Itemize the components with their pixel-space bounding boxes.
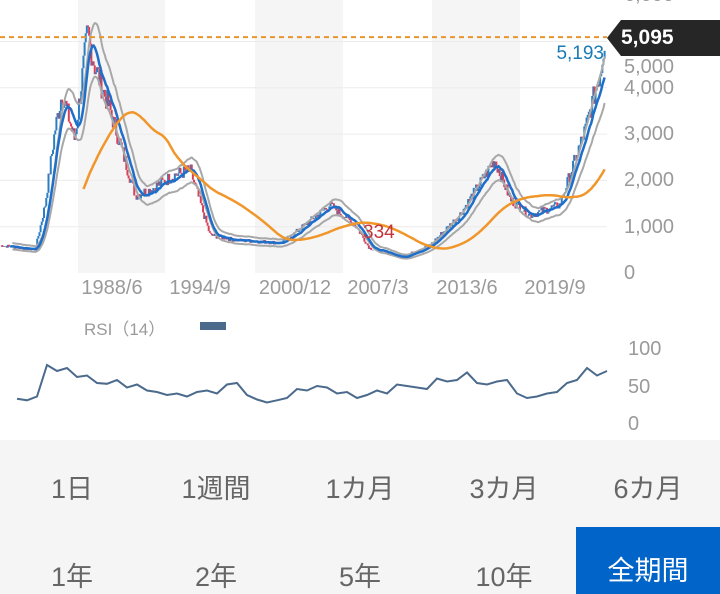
- y-tick-label: 2,000: [624, 169, 675, 192]
- tab-2-years[interactable]: 2年: [194, 562, 238, 592]
- x-tick-label: 2007/3: [347, 277, 409, 299]
- tab-3-months[interactable]: 3カ月: [469, 474, 539, 504]
- y-tick-label: 5,000: [624, 56, 675, 78]
- y-tick-label: 6,000: [624, 0, 674, 5]
- high-price-label: 5,193: [556, 43, 604, 64]
- x-tick-label: 2000/12: [258, 277, 332, 299]
- band-lower-line: [12, 75, 606, 260]
- band-upper-line: [12, 21, 606, 256]
- rsi-legend-swatch: [200, 322, 226, 330]
- tab-1-day[interactable]: 1日: [50, 474, 94, 504]
- tab-all-period[interactable]: 全期間: [576, 527, 720, 594]
- rsi-tick-label: 0: [628, 413, 640, 435]
- current-price-badge: 5,095: [607, 20, 720, 56]
- x-tick-label: 2019/9: [524, 277, 586, 299]
- rsi-line: [16, 363, 608, 404]
- y-tick-label: 1,000: [624, 215, 675, 238]
- price-chart[interactable]: [0, 0, 720, 440]
- tab-1-week[interactable]: 1週間: [181, 474, 251, 504]
- rsi-tick-label: 100: [628, 338, 662, 360]
- tab-5-years[interactable]: 5年: [338, 562, 382, 592]
- rsi-legend-label: RSI（14）: [84, 320, 166, 339]
- x-tick-label: 1994/9: [169, 277, 231, 299]
- y-tick-label: 3,000: [624, 123, 675, 146]
- tab-1-month[interactable]: 1カ月: [325, 474, 395, 504]
- short-moving-average-line: [9, 44, 606, 259]
- low-price-label: 334: [363, 222, 395, 243]
- rsi-tick-label: 50: [628, 375, 651, 398]
- y-tick-label: 0: [624, 262, 636, 284]
- tab-10-years[interactable]: 10年: [475, 562, 533, 592]
- period-tabs: 1日 1週間 1カ月 3カ月 6カ月 1年 2年 5年 10年 全期間: [0, 440, 720, 594]
- x-tick-label: 1988/6: [81, 277, 143, 299]
- tab-6-months[interactable]: 6カ月: [613, 474, 683, 504]
- y-tick-label: 4,000: [624, 76, 675, 99]
- tab-1-year[interactable]: 1年: [50, 562, 94, 592]
- x-tick-label: 2013/6: [436, 277, 498, 299]
- long-moving-average-line: [82, 111, 606, 250]
